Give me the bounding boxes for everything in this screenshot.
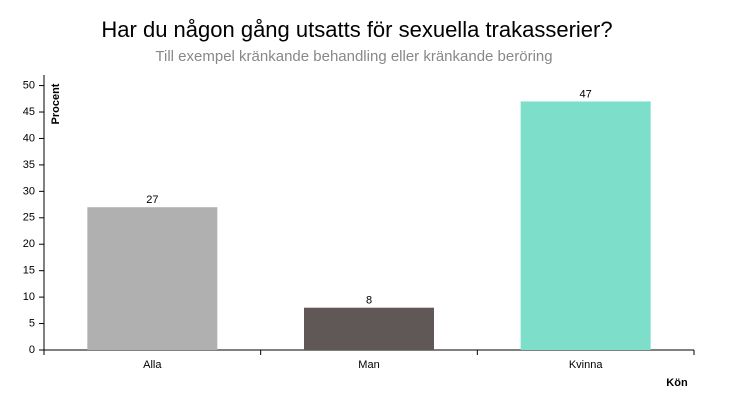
value-label: 27: [146, 194, 158, 206]
y-tick-label: 5: [29, 317, 35, 329]
bar: [87, 207, 218, 350]
y-tick-label: 20: [23, 238, 35, 250]
y-tick-label: 30: [23, 185, 35, 197]
chart-subtitle: Till exempel kränkande behandling eller …: [155, 48, 552, 65]
bar: [520, 101, 651, 350]
x-axis-label: Kön: [666, 377, 688, 389]
y-tick-label: 45: [23, 106, 35, 118]
y-tick-label: 0: [29, 344, 35, 356]
y-tick-label: 40: [23, 132, 35, 144]
value-label: 8: [366, 295, 372, 307]
bar: [304, 307, 434, 350]
x-tick-label: Man: [358, 359, 379, 371]
x-tick-label: Kvinna: [569, 359, 604, 371]
y-tick-label: 10: [23, 291, 35, 303]
y-axis-label: Procent: [50, 83, 62, 124]
y-tick-label: 15: [23, 265, 35, 277]
y-tick-label: 25: [23, 212, 35, 224]
chart-title: Har du någon gång utsatts för sexuella t…: [101, 17, 612, 42]
y-tick-label: 50: [23, 79, 35, 91]
x-tick-label: Alla: [143, 359, 162, 371]
y-tick-label: 35: [23, 159, 35, 171]
value-label: 47: [580, 88, 592, 100]
